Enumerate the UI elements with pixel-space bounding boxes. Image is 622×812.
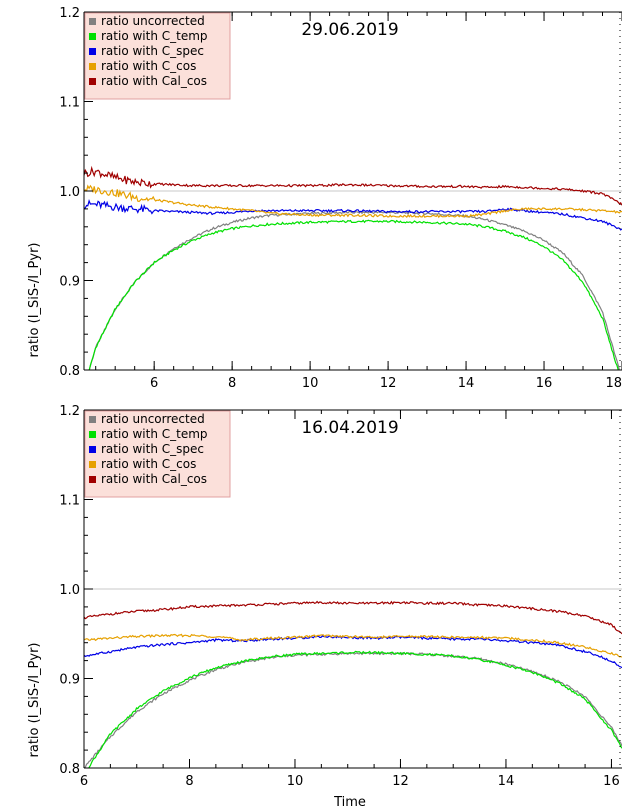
y-tick-label: 0.8 [59,762,80,777]
legend-entry-label: ratio with Cal_cos [101,472,207,486]
x-tick-label: 16 [536,376,553,391]
legend-entry-label: ratio uncorrected [101,412,205,426]
legend-swatch [89,461,96,468]
y-tick-label: 1.2 [59,6,80,21]
series-line-2 [88,219,619,370]
legend-swatch [89,48,96,55]
x-axis-title: Time [333,795,366,810]
x-tick-label: 12 [392,774,409,789]
x-tick-label: 6 [150,376,158,391]
y-tick-label: 1.2 [59,404,80,419]
legend-swatch [89,33,96,40]
x-tick-label: 14 [498,774,515,789]
series-line-3 [84,635,622,669]
series-group [84,165,622,370]
series-line-4 [84,633,622,658]
series-line-5 [84,600,622,635]
legend-box [84,410,231,498]
legend-swatch [89,416,96,423]
series-line-2 [87,650,622,768]
x-tick-label: 8 [185,774,193,789]
chart-title-date: 29.06.2019 [301,20,398,40]
x-tick-label: 8 [228,376,236,391]
legend-entry-label: ratio with C_spec [101,44,204,58]
y-axis-title: ratio (I_SiS-/I_Pyr) [27,643,42,758]
series-group [84,600,622,768]
y-axis-title: ratio (I_SiS-/I_Pyr) [27,243,42,358]
legend-swatch [89,431,96,438]
legend-swatch [89,18,96,25]
legend-swatch [89,476,96,483]
chart-panel-1: 0.8 0.9 1.0 1.1 1.2 6 8 10 12 14 16 18 ratio (I_SiS-… [27,6,622,391]
y-tick-label: 1.1 [59,494,80,509]
x-tick-label: 10 [302,376,319,391]
series-line-4 [84,184,622,219]
x-tick-label: 18 [605,376,622,391]
x-tick-label: 14 [458,376,475,391]
legend-entry-label: ratio with C_temp [101,427,208,441]
legend-swatch [89,63,96,70]
x-tick-label: 16 [603,774,620,789]
legend-box [84,12,231,100]
legend-entry-label: ratio with C_spec [101,442,204,456]
legend-entry-label: ratio with C_cos [101,59,196,73]
y-tick-label: 0.9 [59,673,80,688]
series-line-3 [84,199,622,231]
legend-entry-label: ratio with C_cos [101,457,196,471]
y-tick-label: 0.8 [59,364,80,379]
x-tick-label: 6 [80,774,88,789]
x-tick-label: 10 [287,774,304,789]
legend-swatch [89,446,96,453]
series-line-1 [84,651,622,768]
legend-entry-label: ratio uncorrected [101,14,205,28]
chart-title-date: 16.04.2019 [301,418,398,438]
chart-panel-2: 0.8 0.9 1.0 1.1 1.2 6 8 10 12 14 16 ratio (I_SiS-/I… [27,404,622,810]
legend-swatch [89,78,96,85]
series-line-5 [84,165,622,206]
series-line-1 [88,210,620,370]
legend-entry-label: ratio with C_temp [101,29,208,43]
x-tick-label: 12 [380,376,397,391]
y-tick-label: 0.9 [59,275,80,290]
y-tick-label: 1.1 [59,96,80,111]
legend-entry-label: ratio with Cal_cos [101,74,207,88]
y-tick-label: 1.0 [59,185,80,200]
y-tick-label: 1.0 [59,583,80,598]
